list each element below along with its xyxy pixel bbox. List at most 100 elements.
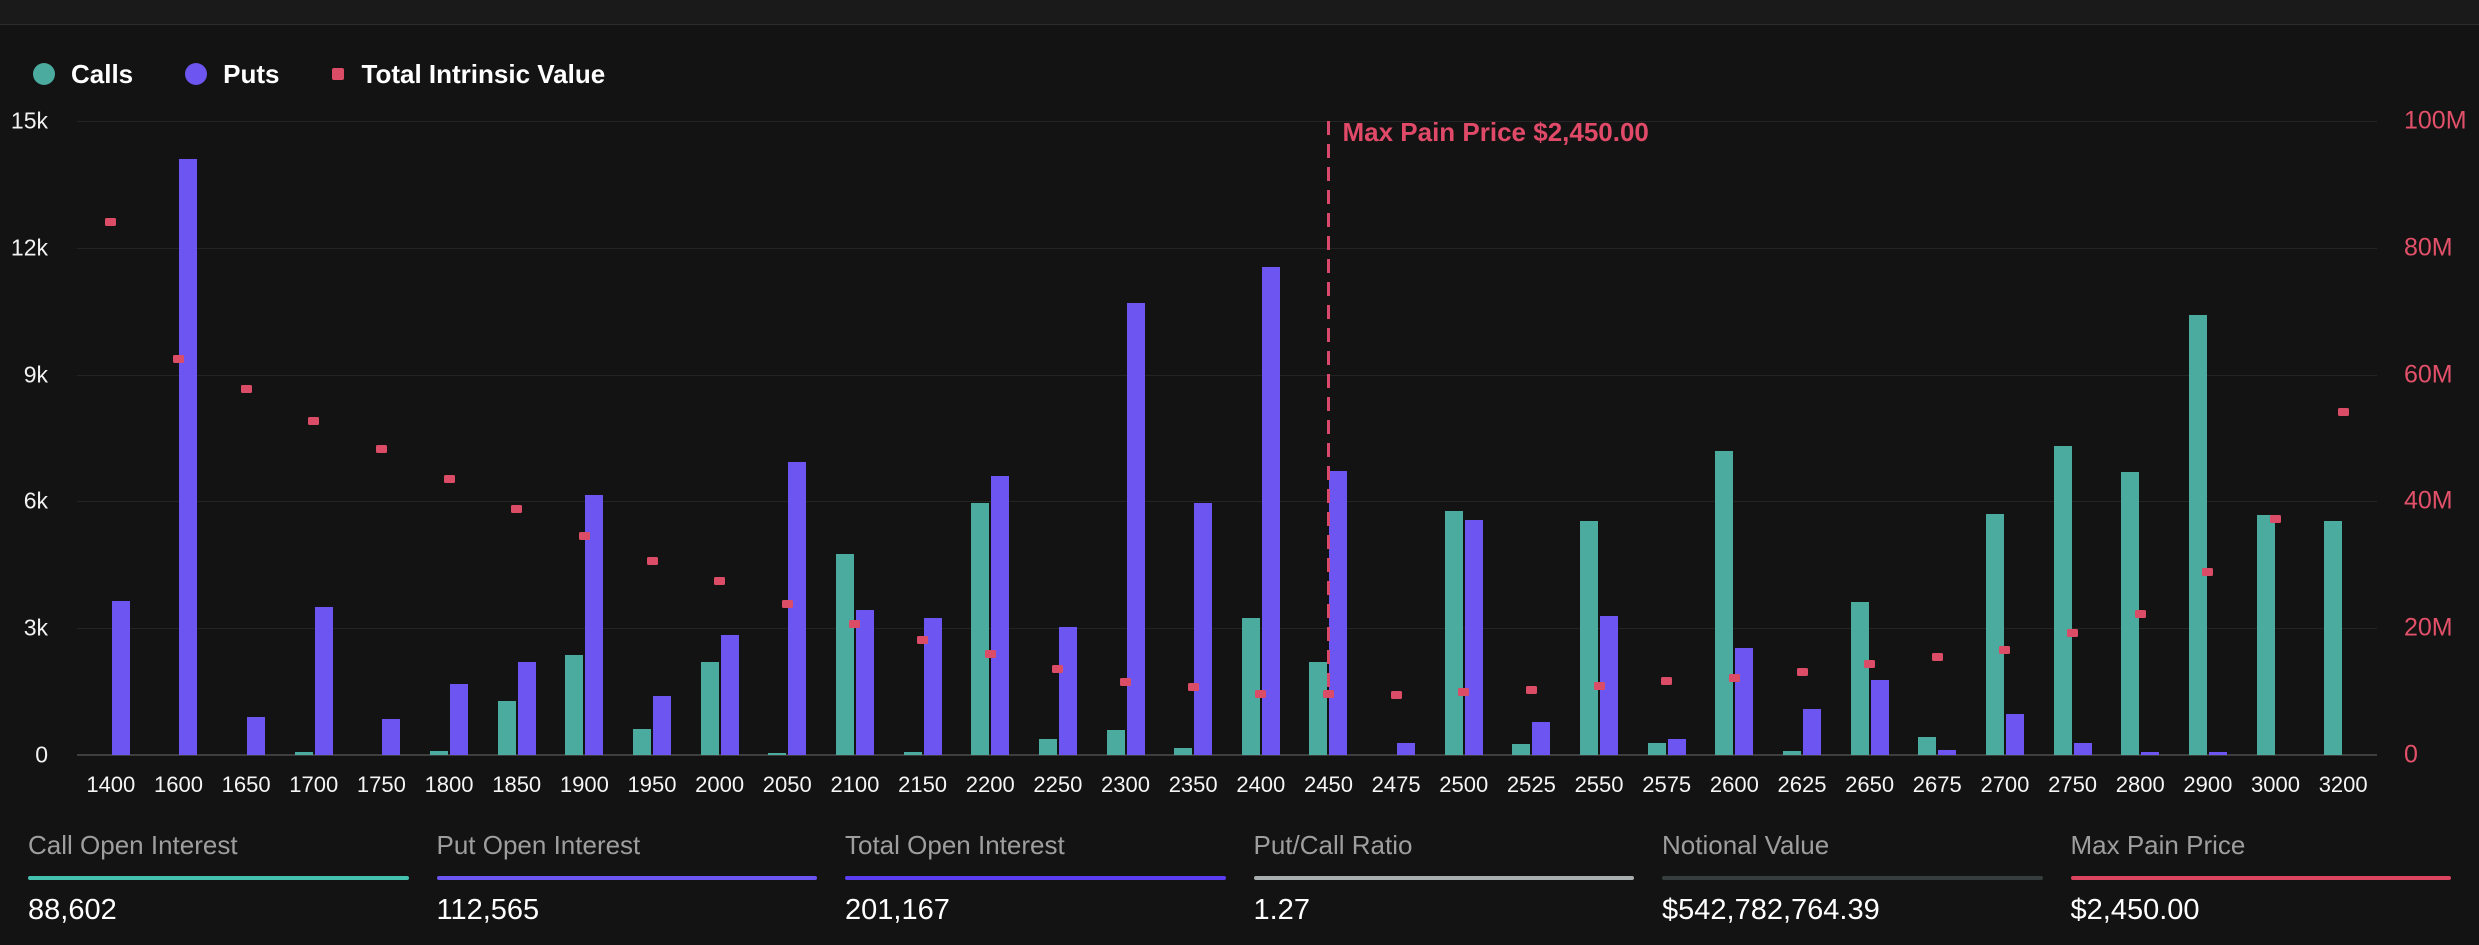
call-bar[interactable]	[700, 662, 719, 755]
call-bar[interactable]	[1783, 750, 1801, 755]
put-bar[interactable]	[1194, 503, 1213, 755]
intrinsic-value-marker[interactable]	[781, 600, 793, 609]
intrinsic-value-marker[interactable]	[1728, 673, 1740, 682]
call-bar[interactable]	[1918, 736, 1937, 755]
put-bar[interactable]	[1126, 302, 1145, 755]
put-bar[interactable]	[1803, 708, 1821, 755]
put-bar[interactable]	[2073, 742, 2092, 755]
put-bar[interactable]	[314, 607, 333, 755]
call-bar[interactable]	[1444, 511, 1463, 755]
put-bar[interactable]	[450, 684, 469, 755]
intrinsic-value-marker[interactable]	[2270, 514, 2282, 523]
put-bar[interactable]	[2005, 714, 2024, 755]
intrinsic-value-marker[interactable]	[1255, 690, 1267, 699]
call-bar[interactable]	[1985, 514, 2004, 755]
call-bar[interactable]	[1038, 738, 1057, 755]
put-bar[interactable]	[1464, 520, 1483, 755]
put-bar[interactable]	[247, 716, 266, 755]
call-bar[interactable]	[1850, 602, 1869, 755]
put-bar[interactable]	[2208, 752, 2227, 755]
put-bar[interactable]	[1261, 266, 1280, 755]
intrinsic-value-marker[interactable]	[1120, 678, 1132, 687]
intrinsic-value-marker[interactable]	[578, 532, 590, 541]
intrinsic-value-marker[interactable]	[511, 505, 523, 513]
put-bar[interactable]	[1329, 470, 1348, 755]
intrinsic-value-marker[interactable]	[1796, 667, 1808, 676]
call-bar[interactable]	[1174, 747, 1193, 755]
intrinsic-value-marker[interactable]	[1458, 687, 1470, 696]
intrinsic-value-marker[interactable]	[849, 620, 861, 629]
call-bar[interactable]	[2121, 471, 2140, 755]
call-bar[interactable]	[1512, 744, 1531, 755]
call-bar[interactable]	[565, 655, 584, 755]
put-bar[interactable]	[855, 610, 874, 755]
intrinsic-value-marker[interactable]	[1999, 645, 2011, 654]
call-bar[interactable]	[835, 554, 854, 755]
call-bar[interactable]	[294, 751, 313, 755]
call-bar[interactable]	[903, 751, 922, 755]
put-bar[interactable]	[788, 462, 807, 755]
intrinsic-value-marker[interactable]	[1187, 683, 1199, 692]
call-bar[interactable]	[1580, 521, 1599, 755]
legend-item-calls[interactable]: Calls	[33, 59, 133, 90]
put-bar[interactable]	[517, 662, 536, 755]
intrinsic-value-marker[interactable]	[1322, 690, 1334, 699]
put-bar[interactable]	[179, 159, 198, 755]
call-bar[interactable]	[430, 750, 449, 755]
intrinsic-value-marker[interactable]	[1052, 665, 1064, 674]
put-bar[interactable]	[2141, 752, 2160, 755]
call-bar[interactable]	[2053, 446, 2072, 755]
put-bar[interactable]	[585, 495, 604, 755]
intrinsic-value-marker[interactable]	[1931, 653, 1943, 662]
put-bar[interactable]	[1058, 627, 1077, 755]
legend-item-puts[interactable]: Puts	[185, 59, 280, 90]
put-bar[interactable]	[1735, 647, 1754, 755]
intrinsic-value-marker[interactable]	[1525, 686, 1537, 695]
intrinsic-value-marker[interactable]	[917, 636, 929, 645]
intrinsic-value-marker[interactable]	[308, 416, 320, 425]
intrinsic-value-marker[interactable]	[105, 218, 117, 227]
intrinsic-value-marker[interactable]	[443, 474, 455, 483]
put-bar[interactable]	[720, 634, 739, 755]
intrinsic-value-marker[interactable]	[1390, 690, 1402, 699]
intrinsic-value-marker[interactable]	[2202, 567, 2214, 576]
put-bar[interactable]	[653, 696, 671, 755]
call-bar[interactable]	[1715, 451, 1734, 755]
put-bar[interactable]	[382, 719, 401, 755]
intrinsic-value-marker[interactable]	[1661, 677, 1673, 686]
call-bar[interactable]	[2324, 521, 2343, 755]
put-bar[interactable]	[1938, 750, 1957, 755]
call-bar[interactable]	[1106, 730, 1125, 755]
call-bar[interactable]	[497, 701, 516, 755]
put-bar[interactable]	[1667, 738, 1686, 755]
intrinsic-value-marker[interactable]	[646, 556, 658, 565]
put-bar[interactable]	[1600, 615, 1619, 755]
call-bar[interactable]	[1309, 662, 1328, 755]
put-bar[interactable]	[111, 601, 130, 755]
intrinsic-value-marker[interactable]	[375, 444, 387, 453]
put-bar[interactable]	[923, 617, 942, 755]
call-bar[interactable]	[1647, 743, 1666, 755]
put-bar[interactable]	[1532, 722, 1551, 755]
put-bar[interactable]	[991, 475, 1010, 755]
intrinsic-value-marker[interactable]	[714, 577, 726, 586]
call-bar[interactable]	[1241, 618, 1260, 755]
left-axis-tick: 12k	[10, 234, 48, 261]
put-bar[interactable]	[1397, 742, 1416, 755]
intrinsic-value-marker[interactable]	[1864, 660, 1876, 669]
call-bar[interactable]	[768, 752, 787, 755]
intrinsic-value-marker[interactable]	[172, 354, 184, 363]
call-bar[interactable]	[2188, 315, 2207, 755]
intrinsic-value-marker[interactable]	[2337, 408, 2349, 416]
intrinsic-value-marker[interactable]	[1593, 681, 1605, 690]
intrinsic-value-marker[interactable]	[2067, 629, 2079, 638]
legend-item-intrinsic[interactable]: Total Intrinsic Value	[331, 59, 605, 90]
intrinsic-value-marker[interactable]	[984, 650, 996, 659]
call-bar[interactable]	[633, 729, 651, 755]
call-bar[interactable]	[971, 503, 990, 755]
put-bar[interactable]	[1870, 679, 1889, 755]
intrinsic-value-marker[interactable]	[2134, 610, 2146, 619]
call-bar[interactable]	[2256, 515, 2275, 755]
intrinsic-value-marker[interactable]	[240, 384, 252, 393]
